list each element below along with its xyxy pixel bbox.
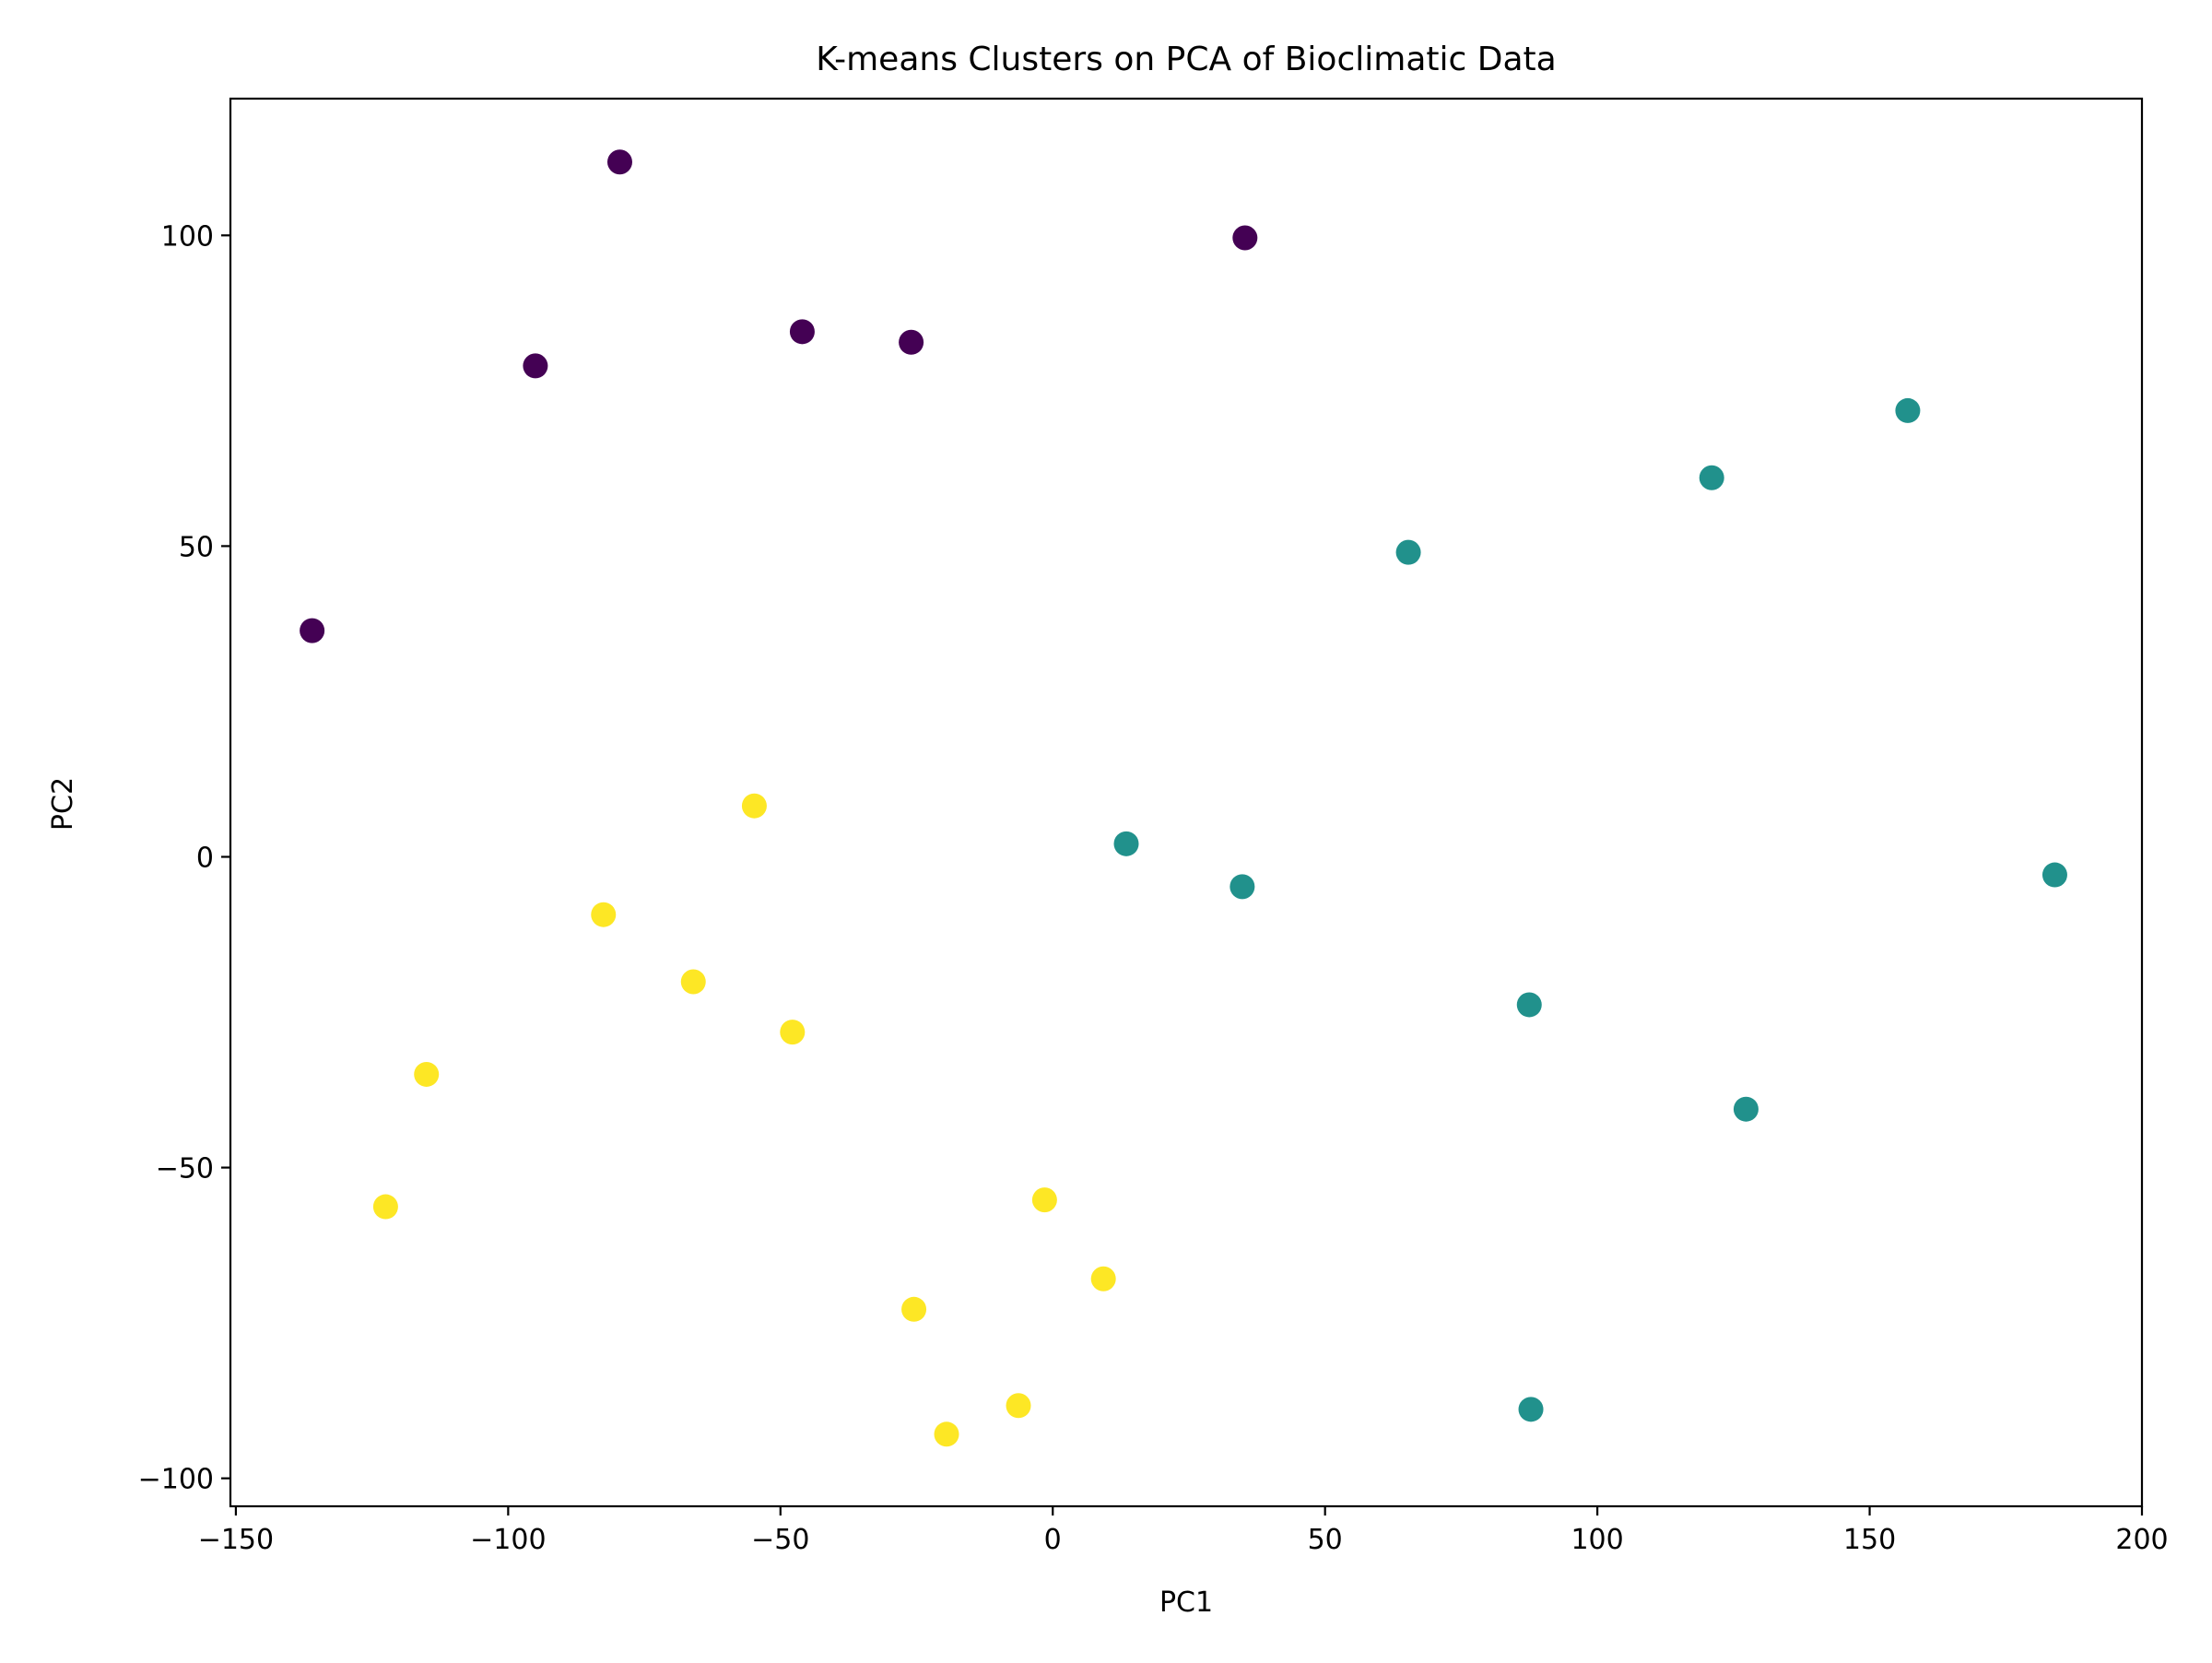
scatter-point-cluster-0 [606,149,632,175]
scatter-point-cluster-2 [741,793,767,819]
scatter-point-cluster-1 [1518,1397,1544,1422]
x-tick-label: −50 [751,1524,809,1556]
scatter-point-cluster-2 [680,969,706,995]
y-tick-label: −50 [156,1153,214,1185]
y-tick-label: 100 [161,220,214,253]
scatter-point-cluster-0 [300,618,325,643]
scatter-point-cluster-2 [934,1421,959,1447]
y-tick-label: 0 [196,842,214,874]
x-tick-label: −150 [198,1524,274,1556]
scatter-point-cluster-1 [1895,397,1921,423]
y-tick-label: −100 [138,1464,214,1496]
x-tick-label: 150 [1843,1524,1896,1556]
scatter-point-cluster-1 [1395,539,1421,565]
y-tick-label: 50 [179,531,214,563]
scatter-point-cluster-1 [1699,465,1724,490]
scatter-point-cluster-0 [789,319,815,345]
scatter-point-cluster-2 [1006,1393,1031,1419]
x-tick-label: 100 [1571,1524,1623,1556]
scatter-point-cluster-2 [414,1061,440,1087]
plot-area-frame [229,97,2144,1508]
scatter-point-cluster-1 [1113,831,1139,856]
scatter-point-cluster-2 [780,1020,806,1045]
plot-marks [300,149,2067,1447]
y-axis-label: PC2 [47,777,79,831]
scatter-point-cluster-1 [1516,992,1542,1018]
scatter-point-cluster-0 [523,353,548,379]
scatter-point-cluster-2 [1031,1187,1057,1213]
x-tick-label: 0 [1044,1524,1062,1556]
chart-title: K-means Clusters on PCA of Bioclimatic D… [816,41,1556,78]
x-tick-label: 200 [2115,1524,2168,1556]
scatter-point-cluster-1 [1230,874,1255,900]
x-axis-label: PC1 [1159,1586,1213,1619]
scatter-point-cluster-2 [1090,1266,1116,1291]
scatter-point-cluster-2 [372,1194,398,1220]
scatter-point-cluster-0 [1232,225,1258,251]
scatter-point-cluster-2 [901,1296,927,1322]
axis-ticks: −150 −100 −50 0 50 100 150 200 −100 −50 0 50 100 [138,220,2169,1556]
x-tick-label: 50 [1308,1524,1343,1556]
scatter-point-cluster-2 [591,902,617,927]
scatter-point-cluster-1 [1733,1096,1759,1122]
scatter-point-cluster-1 [2041,862,2067,888]
scatter-point-cluster-0 [899,329,924,355]
x-tick-label: −100 [470,1524,546,1556]
